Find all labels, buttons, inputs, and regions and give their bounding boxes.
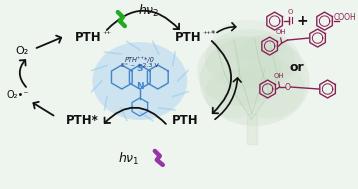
Ellipse shape (235, 60, 305, 118)
Text: PTH⁺⁺*/0: PTH⁺⁺*/0 (125, 57, 155, 64)
Text: O₂•⁻: O₂•⁻ (7, 90, 29, 100)
Ellipse shape (92, 42, 187, 120)
Text: N: N (136, 81, 144, 91)
Text: $h\nu_1$: $h\nu_1$ (118, 151, 140, 167)
Text: ⁺⁺: ⁺⁺ (103, 30, 112, 39)
Ellipse shape (205, 70, 265, 118)
Text: E° ~ +2.3 V: E° ~ +2.3 V (121, 63, 159, 68)
Ellipse shape (212, 20, 287, 62)
Text: O: O (285, 83, 291, 91)
Text: O₂: O₂ (15, 46, 29, 56)
Text: PTH*: PTH* (66, 115, 98, 127)
Text: +: + (297, 14, 308, 28)
Text: ⁺⁺*: ⁺⁺* (203, 30, 216, 39)
Text: PTH: PTH (174, 31, 201, 44)
Text: PTH: PTH (171, 115, 198, 127)
Text: PTH: PTH (74, 31, 101, 44)
Text: or: or (289, 60, 304, 74)
Text: $h\nu_2$: $h\nu_2$ (138, 3, 159, 19)
Ellipse shape (205, 29, 295, 89)
Text: OH: OH (273, 73, 284, 79)
Text: COOH: COOH (333, 13, 356, 22)
Text: O: O (288, 9, 293, 15)
Ellipse shape (197, 36, 282, 106)
Text: S: S (136, 64, 143, 73)
Text: OH: OH (275, 29, 286, 35)
Ellipse shape (235, 34, 300, 84)
Ellipse shape (200, 36, 310, 126)
